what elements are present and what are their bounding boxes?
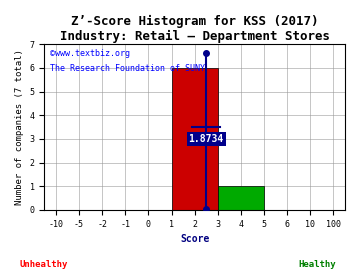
Title: Z’-Score Histogram for KSS (2017)
Industry: Retail – Department Stores: Z’-Score Histogram for KSS (2017) Indust… <box>60 15 330 43</box>
Y-axis label: Number of companies (7 total): Number of companies (7 total) <box>15 49 24 205</box>
Text: Healthy: Healthy <box>298 260 336 269</box>
X-axis label: Score: Score <box>180 234 209 244</box>
Bar <box>171 68 218 210</box>
Text: ©www.textbiz.org: ©www.textbiz.org <box>50 49 130 58</box>
Text: The Research Foundation of SUNY: The Research Foundation of SUNY <box>50 64 205 73</box>
Bar <box>218 186 264 210</box>
Text: 1.8734: 1.8734 <box>189 134 224 144</box>
Text: Unhealthy: Unhealthy <box>19 260 67 269</box>
